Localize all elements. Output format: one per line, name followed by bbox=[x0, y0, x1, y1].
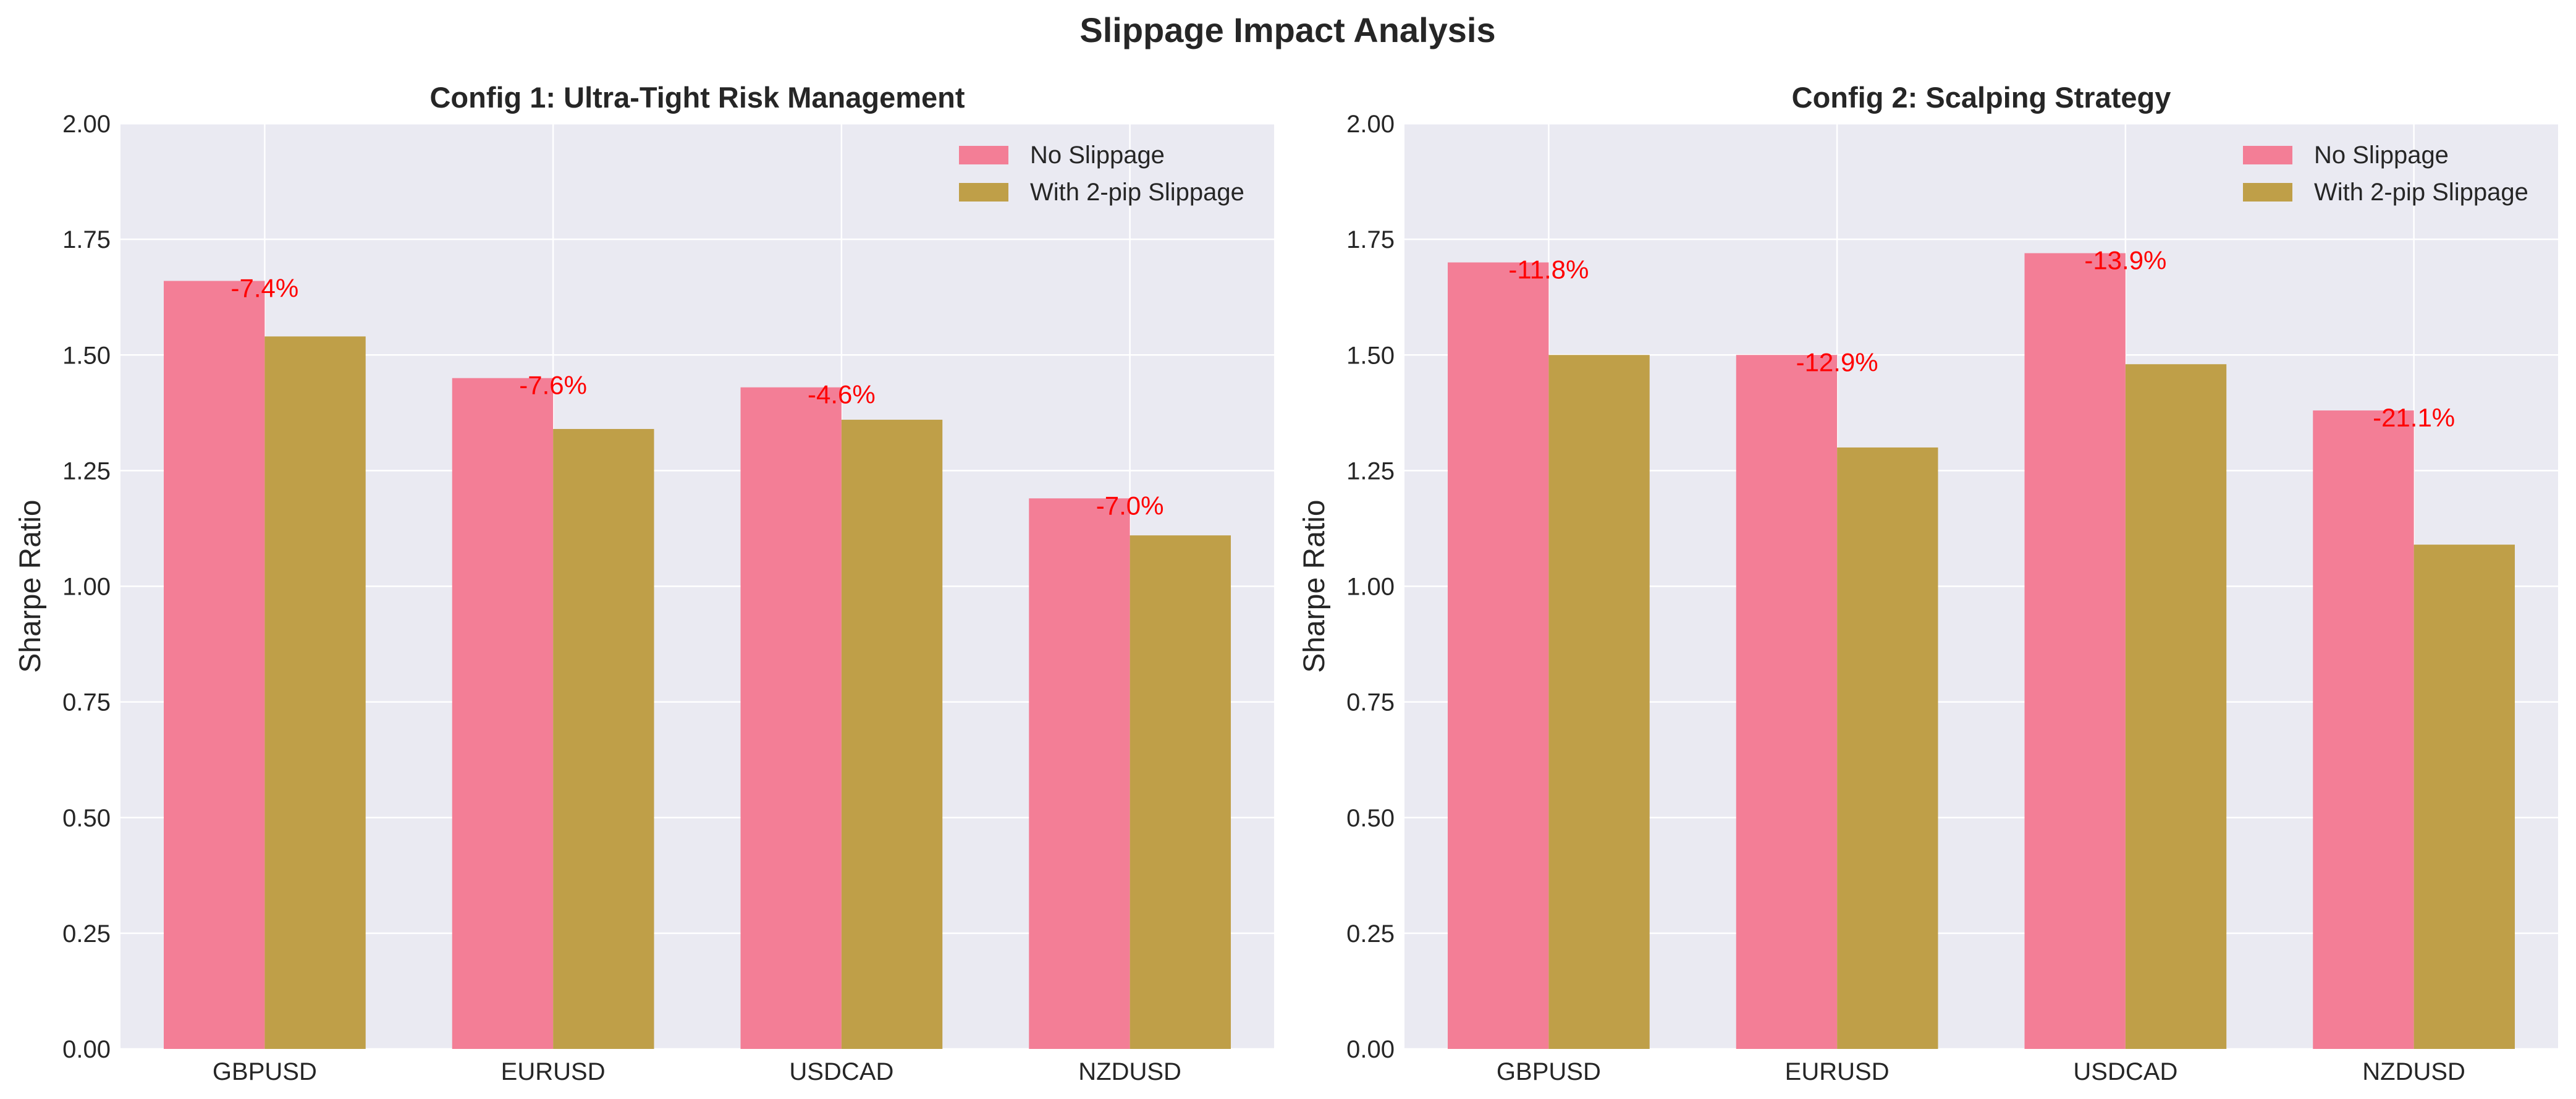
bar-no-slippage-gbpusd bbox=[164, 281, 265, 1049]
y-tick-label: 0.75 bbox=[1346, 689, 1395, 716]
x-tick-label: USDCAD bbox=[789, 1058, 893, 1085]
y-tick-label: 0.00 bbox=[62, 1036, 111, 1063]
legend-swatch bbox=[959, 183, 1008, 202]
y-tick-label: 1.25 bbox=[62, 457, 111, 485]
y-tick-label: 2.00 bbox=[1346, 111, 1395, 138]
bar-no-slippage-eurusd bbox=[1736, 355, 1838, 1049]
x-tick-label: NZDUSD bbox=[2362, 1058, 2465, 1085]
bar-no-slippage-usdcad bbox=[2024, 253, 2126, 1050]
y-tick-label: 1.75 bbox=[62, 226, 111, 253]
y-tick-label: 2.00 bbox=[62, 111, 111, 138]
y-tick-label: 0.50 bbox=[1346, 805, 1395, 832]
bar-with-slippage-usdcad bbox=[2125, 364, 2227, 1049]
y-tick-label: 1.25 bbox=[1346, 457, 1395, 485]
change-annotation: -13.9% bbox=[2084, 246, 2166, 275]
bar-no-slippage-usdcad bbox=[740, 387, 842, 1049]
bar-with-slippage-nzdusd bbox=[1130, 535, 1231, 1049]
x-tick-label: GBPUSD bbox=[1497, 1058, 1601, 1085]
y-tick-label: 1.75 bbox=[1346, 226, 1395, 253]
legend-swatch bbox=[2243, 146, 2292, 164]
x-tick-label: USDCAD bbox=[2073, 1058, 2177, 1085]
y-axis-label: Sharpe Ratio bbox=[14, 499, 47, 673]
bar-no-slippage-eurusd bbox=[452, 378, 554, 1049]
x-tick-label: EURUSD bbox=[1785, 1058, 1890, 1085]
change-annotation: -7.6% bbox=[519, 371, 587, 400]
chart-panel-config-1: 0.00 0.25 0.50 0.75 1.00 1.25 1.50 1.75 2.00 GBPU… bbox=[14, 81, 1274, 1085]
y-tick-label: 1.00 bbox=[62, 574, 111, 601]
change-annotation: -21.1% bbox=[2373, 403, 2455, 432]
change-annotation: -7.0% bbox=[1096, 491, 1164, 520]
bar-with-slippage-gbpusd bbox=[1548, 355, 1650, 1049]
change-annotation: -7.4% bbox=[231, 273, 299, 302]
legend-label: With 2-pip Slippage bbox=[1030, 179, 1244, 206]
y-tick-label: 0.00 bbox=[1346, 1036, 1395, 1063]
y-tick-label: 0.25 bbox=[62, 920, 111, 948]
bar-with-slippage-gbpusd bbox=[264, 336, 366, 1049]
change-annotation: -11.8% bbox=[1508, 255, 1589, 284]
change-annotation: -4.6% bbox=[808, 380, 876, 409]
bar-with-slippage-eurusd bbox=[553, 429, 654, 1049]
bar-no-slippage-gbpusd bbox=[1448, 262, 1549, 1049]
y-tick-label: 0.25 bbox=[1346, 920, 1395, 948]
legend-swatch bbox=[2243, 183, 2292, 202]
y-tick-label: 1.50 bbox=[62, 342, 111, 369]
chart-panel-config-2: 0.00 0.25 0.50 0.75 1.00 1.25 1.50 1.75 2.00 GBPU… bbox=[1298, 81, 2558, 1085]
panel-title: Config 1: Ultra-Tight Risk Management bbox=[429, 81, 965, 114]
legend-label: No Slippage bbox=[1030, 142, 1165, 169]
bar-with-slippage-nzdusd bbox=[2413, 545, 2515, 1049]
bar-with-slippage-usdcad bbox=[841, 420, 943, 1049]
y-axis-label: Sharpe Ratio bbox=[1298, 499, 1331, 673]
x-tick-label: GBPUSD bbox=[213, 1058, 317, 1085]
bar-with-slippage-eurusd bbox=[1837, 447, 1938, 1049]
change-annotation: -12.9% bbox=[1796, 347, 1878, 376]
legend-label: With 2-pip Slippage bbox=[2314, 179, 2528, 206]
legend-label: No Slippage bbox=[2314, 142, 2449, 169]
legend-swatch bbox=[959, 146, 1008, 164]
figure-title: Slippage Impact Analysis bbox=[1079, 11, 1495, 49]
y-tick-label: 0.50 bbox=[62, 805, 111, 832]
y-tick-label: 0.75 bbox=[62, 689, 111, 716]
bar-no-slippage-nzdusd bbox=[1029, 498, 1130, 1049]
y-tick-label: 1.50 bbox=[1346, 342, 1395, 369]
panel-title: Config 2: Scalping Strategy bbox=[1792, 81, 2171, 114]
y-tick-label: 1.00 bbox=[1346, 574, 1395, 601]
x-tick-label: EURUSD bbox=[501, 1058, 606, 1085]
x-tick-label: NZDUSD bbox=[1078, 1058, 1181, 1085]
bar-no-slippage-nzdusd bbox=[2313, 410, 2414, 1049]
